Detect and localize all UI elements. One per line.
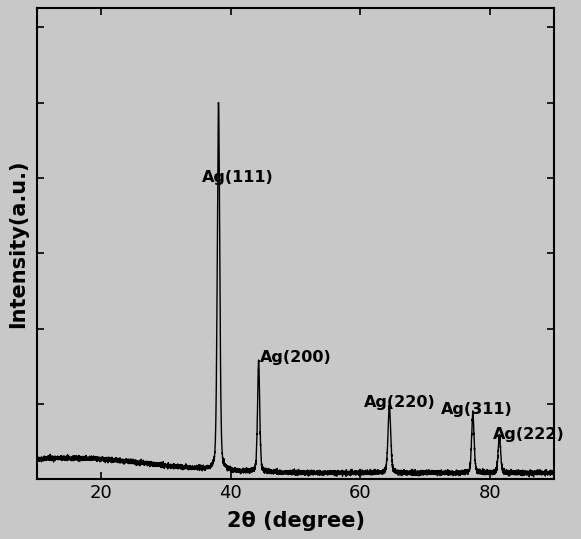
Text: Ag(200): Ag(200) [260,349,332,364]
Text: Ag(111): Ag(111) [202,170,274,185]
Text: Ag(311): Ag(311) [441,402,513,417]
Text: Ag(220): Ag(220) [364,395,435,410]
Text: Ag(222): Ag(222) [493,427,565,442]
Y-axis label: Intensity(a.u.): Intensity(a.u.) [8,160,28,328]
X-axis label: 2θ (degree): 2θ (degree) [227,510,364,531]
